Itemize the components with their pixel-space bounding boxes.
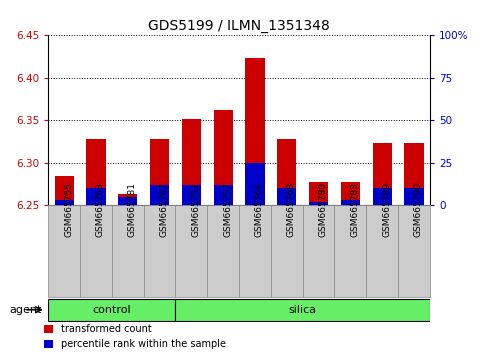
Bar	[404, 143, 424, 205]
Bar	[309, 202, 328, 205]
Bar	[404, 188, 424, 205]
Bar	[175, 299, 430, 321]
Bar	[366, 205, 398, 297]
Text: agent: agent	[10, 305, 42, 315]
Bar	[277, 188, 297, 205]
Title: GDS5199 / ILMN_1351348: GDS5199 / ILMN_1351348	[148, 19, 330, 33]
Bar	[150, 139, 169, 205]
Text: GSM665790: GSM665790	[414, 182, 423, 238]
Bar	[118, 194, 137, 205]
Bar	[303, 205, 335, 297]
Bar	[182, 185, 201, 205]
Bar	[112, 205, 144, 297]
Bar	[341, 182, 360, 205]
Text: GSM665787: GSM665787	[159, 182, 169, 238]
Bar	[55, 176, 74, 205]
Legend: transformed count, percentile rank within the sample: transformed count, percentile rank withi…	[43, 324, 226, 349]
Text: GSM665752: GSM665752	[191, 182, 200, 238]
Text: GSM665755: GSM665755	[64, 182, 73, 238]
Bar	[207, 205, 239, 297]
Text: GSM665783: GSM665783	[350, 182, 359, 238]
Text: GSM665781: GSM665781	[128, 182, 137, 238]
Bar	[48, 299, 175, 321]
Bar	[373, 143, 392, 205]
Bar	[55, 200, 74, 205]
Bar	[398, 205, 430, 297]
Text: GSM665768: GSM665768	[287, 182, 296, 238]
Text: GSM665780: GSM665780	[319, 182, 327, 238]
Bar	[118, 197, 137, 205]
Bar	[144, 205, 175, 297]
Bar	[309, 182, 328, 205]
Bar	[175, 205, 207, 297]
Bar	[277, 139, 297, 205]
Bar	[48, 205, 80, 297]
Bar	[341, 200, 360, 205]
Bar	[239, 205, 271, 297]
Text: GSM665757: GSM665757	[223, 182, 232, 238]
Text: GSM665764: GSM665764	[255, 182, 264, 238]
Bar	[213, 185, 233, 205]
Bar	[86, 188, 106, 205]
Text: GSM665789: GSM665789	[382, 182, 391, 238]
Text: GSM665763: GSM665763	[96, 182, 105, 238]
Bar	[335, 205, 366, 297]
Bar	[245, 163, 265, 205]
Bar	[271, 205, 303, 297]
Bar	[373, 188, 392, 205]
Bar	[86, 139, 106, 205]
Bar	[213, 110, 233, 205]
Text: control: control	[93, 305, 131, 315]
Bar	[150, 185, 169, 205]
Text: silica: silica	[289, 305, 317, 315]
Bar	[182, 119, 201, 205]
Bar	[245, 58, 265, 205]
Bar	[80, 205, 112, 297]
